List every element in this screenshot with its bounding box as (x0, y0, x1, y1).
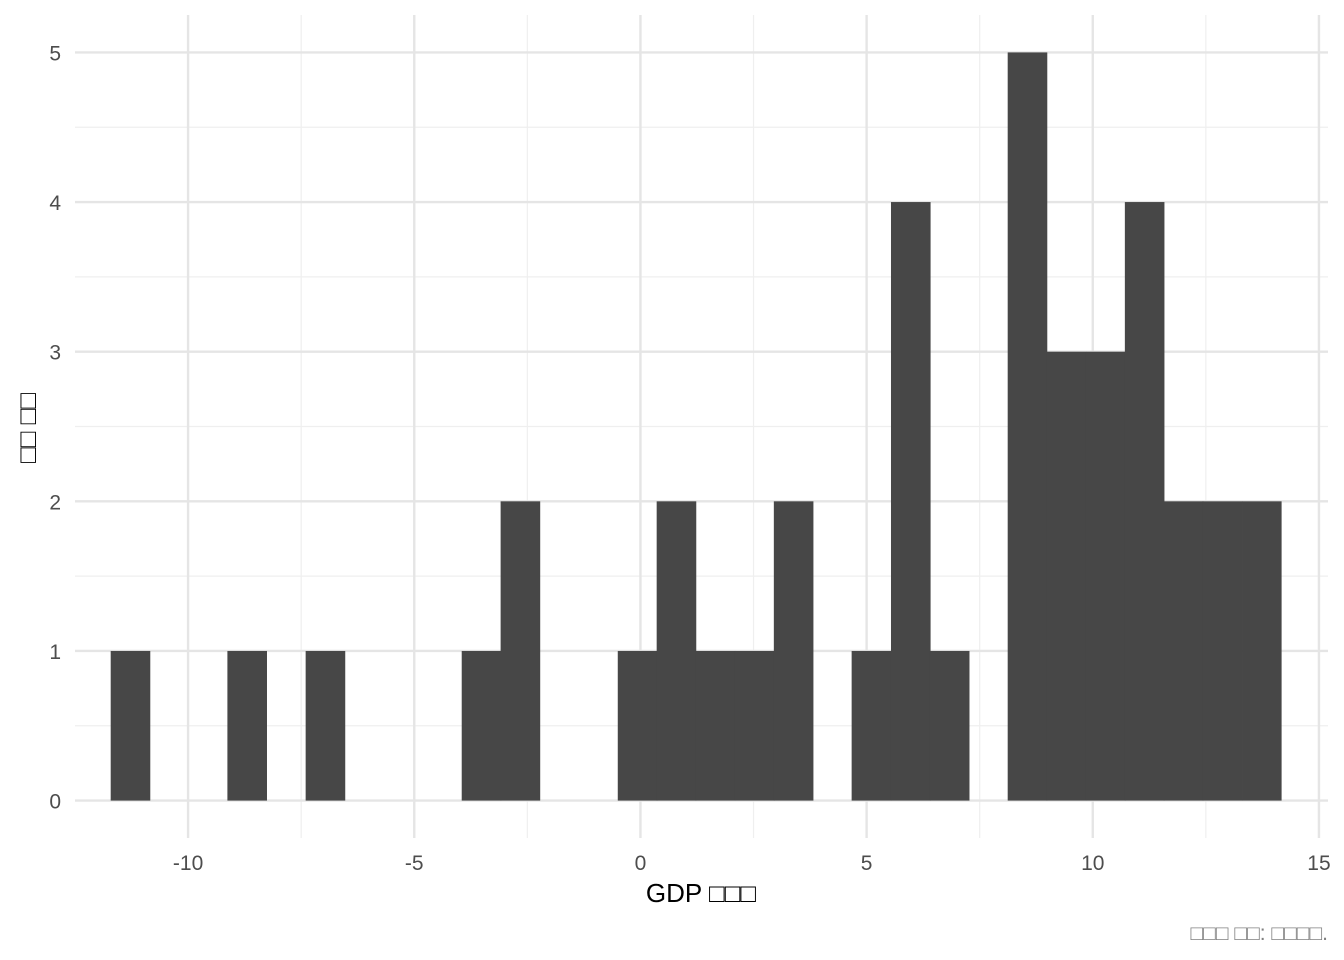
histogram-bar (110, 650, 151, 801)
histogram-bar (500, 501, 541, 801)
histogram-bar (227, 650, 267, 801)
histogram-bar (1046, 351, 1087, 801)
x-tick-label: 5 (861, 852, 873, 875)
chart-caption: □□□ □□: □□□□. (1191, 922, 1329, 945)
histogram-bar (1202, 501, 1243, 801)
histogram-bar (656, 501, 697, 801)
histogram-bar (734, 650, 775, 801)
bars (110, 52, 1282, 801)
x-axis-title: GDP □□□ (646, 878, 757, 908)
x-tick-label: 10 (1081, 852, 1104, 875)
histogram-bar (1085, 351, 1126, 801)
x-tick-label: 0 (635, 852, 647, 875)
x-tick-label: -5 (405, 852, 424, 875)
histogram-bar (1124, 202, 1165, 801)
histogram-bar (851, 650, 892, 801)
x-tick-label: -10 (173, 852, 203, 875)
y-tick-label: 3 (49, 342, 61, 365)
histogram-bar (461, 650, 502, 801)
histogram-bar (617, 650, 658, 801)
y-tick-label: 2 (49, 491, 61, 514)
y-tick-label: 5 (49, 42, 61, 65)
histogram-bar (929, 650, 970, 801)
y-tick-label: 0 (49, 791, 61, 814)
y-tick-label: 1 (49, 641, 61, 664)
histogram-bar (305, 650, 346, 801)
y-axis-title: □□ □□ (12, 393, 42, 463)
histogram-bar (773, 501, 814, 801)
histogram-bar (890, 202, 931, 801)
histogram-bar (1007, 52, 1048, 801)
histogram-bar (1163, 501, 1204, 801)
x-tick-label: 15 (1307, 852, 1330, 875)
tick-labels: -10 -5 0 5 10 15 0 1 2 3 4 5 (49, 42, 1330, 875)
histogram-bar (695, 650, 736, 801)
y-tick-label: 4 (49, 192, 61, 215)
histogram-bar (1242, 501, 1282, 801)
